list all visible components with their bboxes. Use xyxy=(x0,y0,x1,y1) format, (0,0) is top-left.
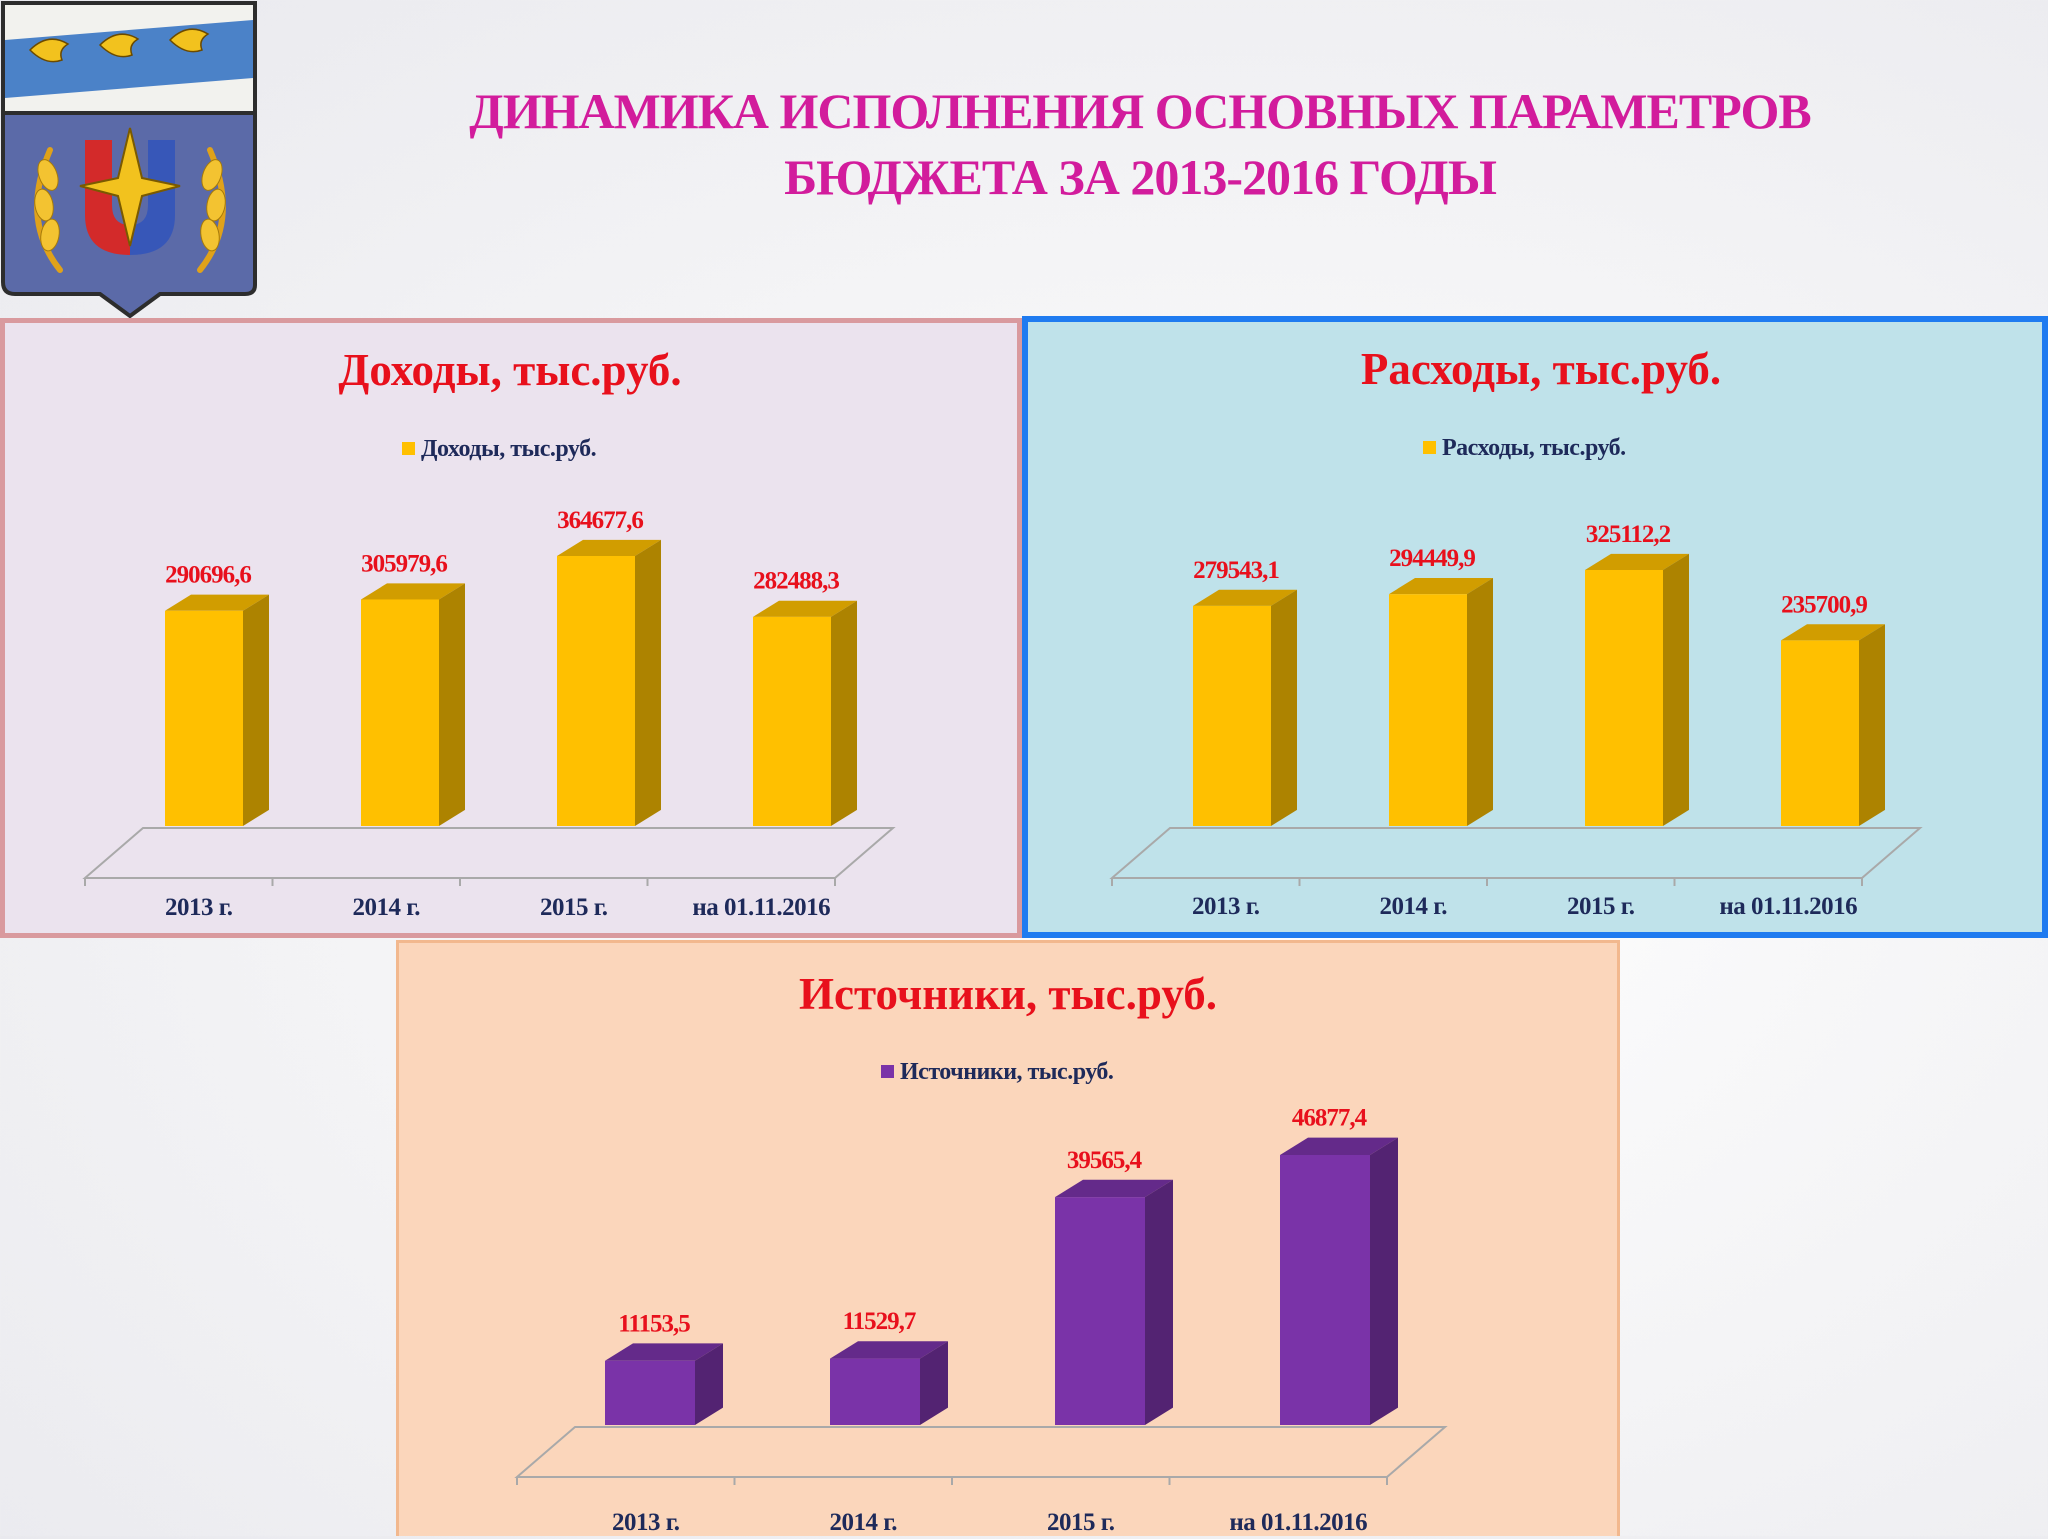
expense-bar-top xyxy=(1781,624,1885,641)
expense-chart: Расходы, тыс.руб. Расходы, тыс.руб. 2795… xyxy=(1109,344,1923,920)
sources-bar xyxy=(605,1343,723,1425)
income-chart-title: Доходы, тыс.руб. xyxy=(338,345,681,395)
sources-chart-panel: Источники, тыс.руб. Источники, тыс.руб. … xyxy=(396,940,1620,1536)
sources-bar-top xyxy=(830,1341,948,1359)
sources-bar-front xyxy=(1055,1197,1145,1425)
expense-bar-front xyxy=(1389,594,1467,826)
expense-chart-panel: Расходы, тыс.руб. Расходы, тыс.руб. 2795… xyxy=(1022,316,2048,938)
expense-bar-front xyxy=(1585,570,1663,826)
sources-legend-label: Источники, тыс.руб. xyxy=(900,1059,1113,1085)
expense-plot-area: 279543,1 2013 г. 294449,9 2014 г. 325112,2 20… xyxy=(1109,521,1923,920)
income-category-label: 2013 г. xyxy=(165,894,233,921)
expense-axis-floor xyxy=(1109,827,1923,879)
income-chart: Доходы, тыс.руб. Доходы, тыс.руб. 290696… xyxy=(82,345,896,921)
income-bar-top xyxy=(753,600,857,617)
expense-value-label: 325112,2 xyxy=(1586,521,1671,548)
sources-bar-side xyxy=(695,1343,723,1425)
income-value-label: 364677,6 xyxy=(557,507,643,534)
sources-bar-front xyxy=(830,1358,920,1425)
expense-legend-swatch xyxy=(1423,441,1436,454)
coat-of-arms-emblem xyxy=(1,1,257,318)
sources-bar-side xyxy=(920,1341,948,1425)
income-chart-panel: Доходы, тыс.руб. Доходы, тыс.руб. 290696… xyxy=(0,318,1022,938)
expense-bar-front xyxy=(1781,640,1859,826)
sources-value-label: 11153,5 xyxy=(618,1310,690,1337)
expense-bar xyxy=(1585,553,1689,826)
sources-plot-area: 11153,5 2013 г. 11529,7 2014 г. 39565,4 2015 … xyxy=(514,1105,1448,1536)
income-bar xyxy=(165,594,269,826)
income-bar-top xyxy=(557,539,661,556)
income-bar-side xyxy=(243,594,269,826)
income-category-label: на 01.11.2016 xyxy=(692,894,830,921)
expense-bar-side xyxy=(1859,624,1885,826)
sources-value-label: 39565,4 xyxy=(1067,1147,1143,1174)
income-legend-label: Доходы, тыс.руб. xyxy=(421,436,596,462)
sources-legend-swatch xyxy=(881,1065,894,1078)
sources-bar xyxy=(1280,1137,1398,1425)
income-bar xyxy=(361,583,465,826)
income-value-label: 290696,6 xyxy=(165,562,251,589)
expense-bar xyxy=(1193,589,1297,826)
sources-bar-side xyxy=(1145,1179,1173,1425)
sources-bar-front xyxy=(1280,1155,1370,1425)
income-bar-front xyxy=(361,599,439,826)
sources-category-label: 2014 г. xyxy=(829,1509,897,1536)
sources-bar-top xyxy=(605,1343,723,1361)
expense-chart-title: Расходы, тыс.руб. xyxy=(1361,344,1721,394)
sources-bar-top xyxy=(1055,1179,1173,1198)
expense-bar-front xyxy=(1193,605,1271,826)
income-value-label: 282488,3 xyxy=(753,568,839,595)
page-title: ДИНАМИКА ИСПОЛНЕНИЯ ОСНОВНЫХ ПАРАМЕТРОВ … xyxy=(320,78,1960,210)
income-value-label: 305979,6 xyxy=(361,550,447,577)
expense-bar-side xyxy=(1271,589,1297,826)
expense-legend-label: Расходы, тыс.руб. xyxy=(1442,435,1626,461)
sources-bar xyxy=(1055,1179,1173,1425)
expense-category-label: 2014 г. xyxy=(1379,893,1447,920)
income-bar-side xyxy=(635,539,661,826)
income-bar-top xyxy=(361,583,465,600)
income-bar xyxy=(753,600,857,826)
expense-value-label: 294449,9 xyxy=(1389,545,1475,572)
sources-value-label: 46877,4 xyxy=(1292,1105,1368,1132)
page-title-line-2: БЮДЖЕТА ЗА 2013-2016 ГОДЫ xyxy=(784,149,1497,205)
expense-value-label: 279543,1 xyxy=(1193,557,1279,584)
income-bar-side xyxy=(831,600,857,826)
sources-category-label: 2015 г. xyxy=(1047,1509,1115,1536)
sources-bar-side xyxy=(1370,1137,1398,1425)
expense-bar-side xyxy=(1663,553,1689,826)
income-bar-top xyxy=(165,594,269,611)
income-category-label: 2015 г. xyxy=(540,894,608,921)
expense-category-label: 2015 г. xyxy=(1567,893,1635,920)
sources-chart-title: Источники, тыс.руб. xyxy=(799,969,1217,1019)
income-bar xyxy=(557,539,661,826)
income-legend-swatch xyxy=(402,442,415,455)
expense-bar-side xyxy=(1467,578,1493,826)
expense-bar xyxy=(1781,624,1885,826)
expense-value-label: 235700,9 xyxy=(1781,591,1867,618)
expense-bar-top xyxy=(1389,578,1493,595)
expense-category-label: 2013 г. xyxy=(1192,893,1260,920)
sources-value-label: 11529,7 xyxy=(843,1308,916,1335)
sources-bar xyxy=(830,1341,948,1425)
sources-bar-top xyxy=(1280,1137,1398,1155)
expense-bar-top xyxy=(1193,589,1297,606)
income-bar-front xyxy=(753,616,831,826)
income-plot-area: 290696,6 2013 г. 305979,6 2014 г. 364677,6 20… xyxy=(82,507,896,921)
sources-chart: Источники, тыс.руб. Источники, тыс.руб. … xyxy=(514,969,1448,1536)
income-bar-front xyxy=(165,610,243,826)
income-bar-front xyxy=(557,556,635,826)
expense-bar-top xyxy=(1585,553,1689,570)
sources-category-label: 2013 г. xyxy=(612,1509,680,1536)
income-axis-floor xyxy=(82,827,896,879)
sources-axis-floor xyxy=(514,1426,1448,1478)
income-category-label: 2014 г. xyxy=(352,894,420,921)
page-title-line-1: ДИНАМИКА ИСПОЛНЕНИЯ ОСНОВНЫХ ПАРАМЕТРОВ xyxy=(469,83,1811,139)
sources-bar-front xyxy=(605,1360,695,1425)
expense-bar xyxy=(1389,578,1493,826)
sources-category-label: на 01.11.2016 xyxy=(1229,1509,1367,1536)
expense-category-label: на 01.11.2016 xyxy=(1719,893,1857,920)
income-bar-side xyxy=(439,583,465,826)
